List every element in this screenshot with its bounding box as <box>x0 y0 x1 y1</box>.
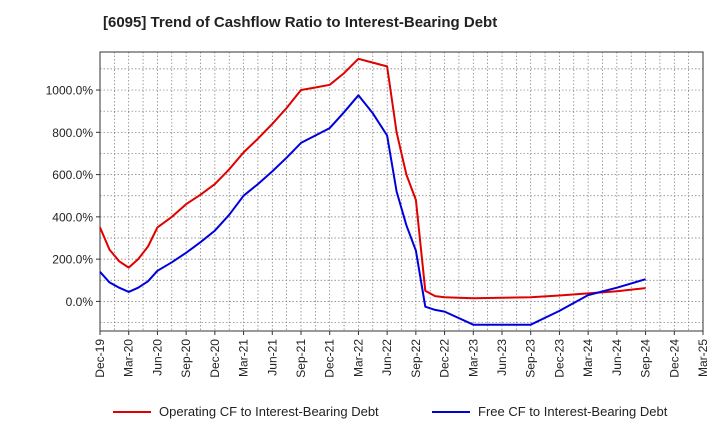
y-tick-label: 1000.0% <box>46 84 94 98</box>
legend-swatch-operating-cf <box>113 410 151 413</box>
y-tick-label: 800.0% <box>52 126 93 140</box>
series-line-operating-cf <box>99 57 646 300</box>
x-tick-label: Sep-20 <box>179 339 193 378</box>
x-tick-label: Dec-21 <box>323 339 337 378</box>
y-tick-label: 200.0% <box>52 253 93 267</box>
x-tick-label: Mar-20 <box>122 339 136 377</box>
x-tick-label: Jun-23 <box>495 339 509 376</box>
legend-swatch-free-cf <box>432 410 470 413</box>
y-axis-ticks: 0.0% 200.0% 400.0% 600.0% 800.0% 1000.0% <box>46 84 100 309</box>
x-tick-label: Dec-22 <box>438 339 452 378</box>
x-tick-label: Mar-23 <box>466 339 480 377</box>
x-tick-label: Mar-21 <box>237 339 251 377</box>
x-tick-label: Dec-19 <box>93 339 107 378</box>
x-tick-label: Dec-24 <box>667 339 681 378</box>
x-tick-label: Jun-21 <box>265 339 279 376</box>
x-tick-label: Dec-23 <box>552 339 566 378</box>
x-tick-label: Sep-23 <box>524 339 538 378</box>
x-tick-label: Jun-20 <box>150 339 164 376</box>
legend-label-free-cf: Free CF to Interest-Bearing Debt <box>478 404 668 419</box>
y-tick-label: 0.0% <box>66 295 94 309</box>
x-tick-label: Jun-22 <box>380 339 394 376</box>
series-layer <box>99 57 646 326</box>
x-tick-label: Sep-24 <box>639 339 653 378</box>
x-tick-label: Mar-22 <box>351 339 365 377</box>
legend-item-free-cf: Free CF to Interest-Bearing Debt <box>432 404 667 419</box>
plot-frame <box>99 51 704 332</box>
grid-lines <box>99 52 704 331</box>
legend-item-operating-cf: Operating CF to Interest-Bearing Debt <box>113 404 379 419</box>
x-tick-label: Mar-24 <box>581 339 595 377</box>
x-tick-label: Dec-20 <box>208 339 222 378</box>
x-tick-label: Sep-21 <box>294 339 308 378</box>
x-tick-label: Mar-25 <box>696 339 710 377</box>
x-axis-ticks: Dec-19 Mar-20 Jun-20 Sep-20 Dec-20 Mar-21 Jun-… <box>93 331 710 378</box>
y-tick-label: 600.0% <box>52 168 93 182</box>
x-tick-label: Jun-24 <box>610 339 624 376</box>
chart-title: [6095] Trend of Cashflow Ratio to Intere… <box>103 14 498 31</box>
legend-label-operating-cf: Operating CF to Interest-Bearing Debt <box>159 404 379 419</box>
series-line-free-cf <box>99 94 646 326</box>
x-tick-label: Sep-22 <box>409 339 423 378</box>
y-tick-label: 400.0% <box>52 210 93 224</box>
